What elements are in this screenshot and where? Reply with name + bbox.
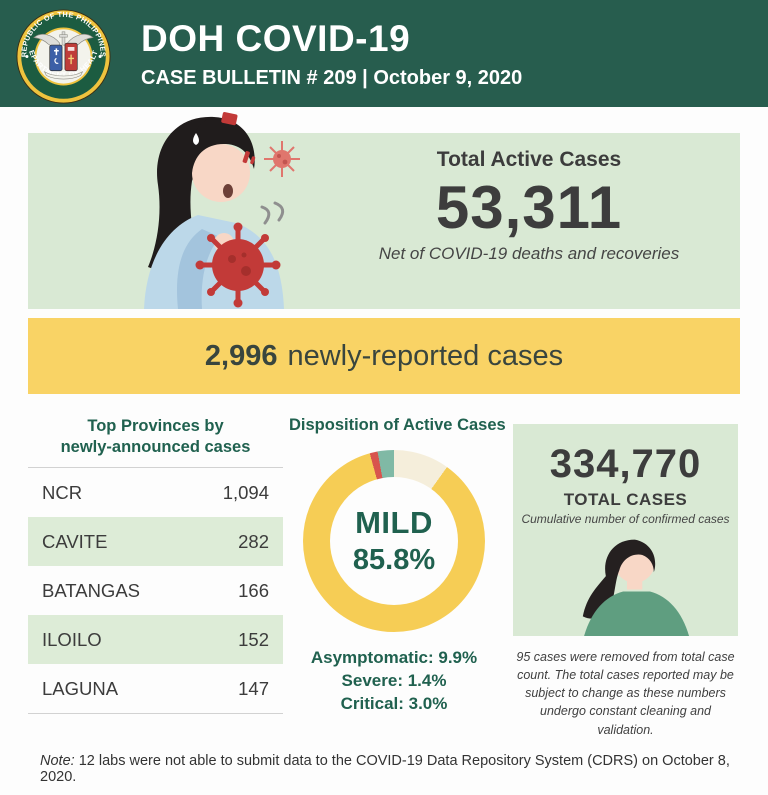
table-row: BATANGAS 166 <box>28 566 283 615</box>
total-active-cases-panel: Total Active Cases 53,311 Net of COVID-1… <box>28 112 740 309</box>
total-cases-panel: 334,770 TOTAL CASES Cumulative number of… <box>513 424 738 739</box>
new-cases-label: newly-reported cases <box>287 339 564 372</box>
donut-chart: MILD 85.8% <box>303 450 485 632</box>
top-provinces-title: Top Provinces by newly-announced cases <box>28 416 283 457</box>
province-value: 166 <box>238 579 269 601</box>
table-row: CAVITE 282 <box>28 517 283 567</box>
legend-severe: Severe: 1.4% <box>341 670 447 690</box>
provinces-table: NCR 1,094 CAVITE 282 BATANGAS 166 ILOILO… <box>28 467 283 715</box>
legend-critical: Critical: 3.0% <box>340 693 448 713</box>
province-name: BATANGAS <box>42 579 141 601</box>
active-cases-value: 53,311 <box>435 174 623 241</box>
active-cases-label: Total Active Cases <box>436 148 622 171</box>
doh-seal-logo: REPUBLIC OF THE PHILIPPINES DEPARTMENT O… <box>16 9 111 104</box>
coughing-woman-illustration <box>144 112 300 309</box>
top-provinces-title-line2: newly-announced cases <box>60 437 251 456</box>
person-illustration <box>582 539 689 636</box>
new-cases-banner: 2,996 newly-reported cases <box>28 318 740 394</box>
top-provinces-panel: Top Provinces by newly-announced cases N… <box>28 416 283 715</box>
labs-footnote: Note: 12 labs were not able to submit da… <box>40 753 768 785</box>
legend-asymptomatic: Asymptomatic: 9.9% <box>310 648 478 667</box>
donut-center: MILD 85.8% <box>330 477 458 605</box>
province-value: 282 <box>238 530 269 552</box>
footnote-text: 12 labs were not able to submit data to … <box>40 752 730 785</box>
province-name: NCR <box>42 481 83 503</box>
province-name: CAVITE <box>42 530 108 552</box>
total-cases-value: 334,770 <box>549 442 702 486</box>
donut-center-value: 85.8% <box>352 544 436 576</box>
total-cases-sublabel: Cumulative number of confirmed cases <box>521 512 730 526</box>
total-cases-label: TOTAL CASES <box>563 490 688 509</box>
stats-columns: Top Provinces by newly-announced cases N… <box>28 416 740 739</box>
table-row: ILOILO 152 <box>28 615 283 665</box>
total-cases-box: 334,770 TOTAL CASES Cumulative number of… <box>513 424 738 636</box>
table-row: NCR 1,094 <box>28 468 283 517</box>
table-row: LAGUNA 147 <box>28 664 283 713</box>
top-provinces-title-line1: Top Provinces by <box>87 417 224 435</box>
province-name: ILOILO <box>42 628 102 650</box>
total-cases-note: 95 cases were removed from total case co… <box>516 650 735 737</box>
province-value: 147 <box>238 677 269 699</box>
page-title: DOH COVID-19 <box>141 17 411 59</box>
donut-center-label: MILD <box>355 505 433 540</box>
province-name: LAGUNA <box>42 677 119 699</box>
footnote-prefix: Note: <box>40 752 75 769</box>
province-value: 1,094 <box>222 481 269 503</box>
page-subtitle: CASE BULLETIN # 209 | October 9, 2020 <box>141 66 523 89</box>
new-cases-value: 2,996 <box>204 339 278 372</box>
disposition-legend: Asymptomatic: 9.9% Severe: 1.4% Critical… <box>289 647 499 716</box>
header: REPUBLIC OF THE PHILIPPINES DEPARTMENT O… <box>0 0 768 107</box>
active-cases-note: Net of COVID-19 deaths and recoveries <box>378 244 680 263</box>
disposition-panel: Disposition of Active Cases MILD 85.8% A… <box>289 416 506 716</box>
disposition-title: Disposition of Active Cases <box>289 416 506 434</box>
province-value: 152 <box>238 628 269 650</box>
